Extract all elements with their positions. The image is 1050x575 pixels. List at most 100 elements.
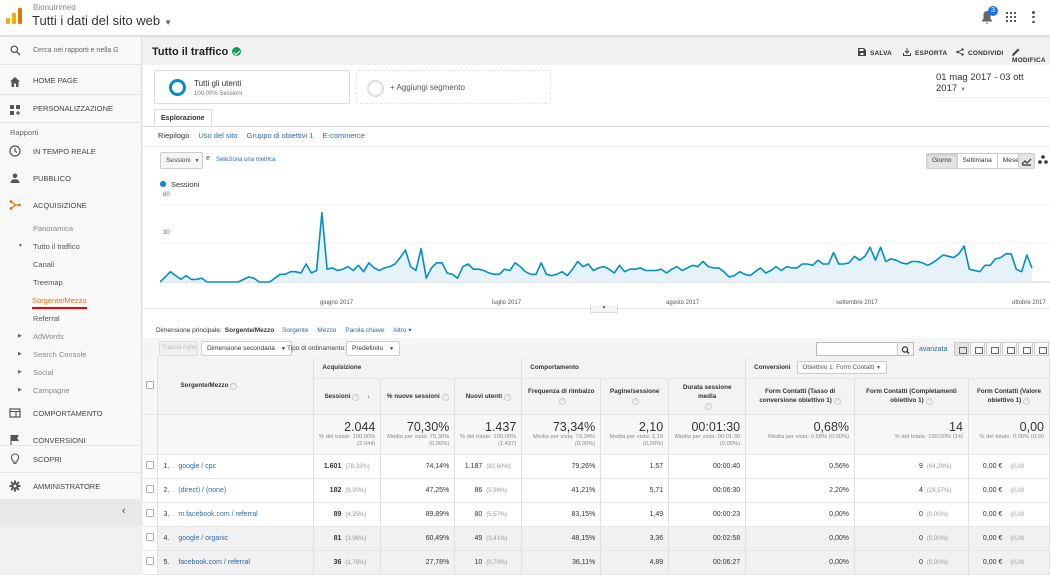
dimension-more[interactable]: Altro ▾ [393,327,412,334]
sidebar-item-all-traffic[interactable]: Tutto il traffico [33,242,80,251]
pivot-view-icon[interactable] [1034,342,1049,356]
col-header-new-sessions-pct[interactable]: % nuove sessioni? [380,378,456,415]
source-medium-link[interactable]: m.facebook.com / referral [178,510,258,518]
goal-value-cell: 0,00 € (0,00 [968,526,1050,551]
row-checkbox[interactable] [146,557,155,565]
col-header-conv-rate[interactable]: Form Contatti (Tasso di conversione obie… [745,378,856,415]
apps-grid-icon[interactable] [1006,12,1016,22]
behavior-icon [9,408,21,418]
divider [0,94,142,95]
source-medium-link[interactable]: google / cpc [178,462,217,470]
col-header-completions[interactable]: Form Contatti (Completamenti obiettivo 1… [854,378,969,415]
pages-session-cell: 1,49 [600,502,670,527]
segment-all-users[interactable]: Tutti gli utenti 100,00% Sessioni [154,70,350,104]
granularity-week[interactable]: Settimana [957,154,998,168]
help-icon: ? [1023,398,1031,405]
sidebar-item-search-console[interactable]: Search Console [33,350,87,359]
col-header-bounce-rate[interactable]: Frequenza di rimbalzo? [521,378,602,415]
new-users-cell: 86 (5,98%) [454,478,523,503]
sessions-area-chart [159,204,1050,283]
search-input[interactable]: Cerca nei rapporti e nella G [33,47,119,54]
col-header-pages-session[interactable]: Pagine/sessione? [600,378,670,415]
conv-rate-cell: 0,00% [745,502,856,527]
add-segment-button[interactable]: + Aggiungi segmento [356,70,551,104]
metric-select[interactable]: Sessioni ▼ [160,152,203,169]
sort-desc-icon: ↓ [367,392,371,400]
granularity-day[interactable]: Giorno [927,154,958,168]
sidebar-item-channels[interactable]: Canali [33,260,55,269]
date-range-picker[interactable]: 01 mag 2017 - 03 ott 2017 ▼ [936,72,1050,98]
select-metric-link[interactable]: Seleziona una metrica [216,157,276,163]
main-content: Tutto il traffico SALVA ESPORTA CONDIVID… [143,37,1050,575]
table-search-input[interactable] [816,342,914,356]
col-header-goal-value[interactable]: Form Contatti (Valore obiettivo 1)? [968,378,1050,415]
subtab-ecommerce[interactable]: E-commerce [322,131,365,140]
row-checkbox[interactable] [146,509,155,517]
edit-button[interactable]: MODIFICA [1012,48,1050,64]
source-medium-cell: 4. google / organic [157,526,315,551]
sidebar-item-overview[interactable]: Panoramica [33,224,74,233]
analytics-logo[interactable] [6,8,22,24]
source-medium-link[interactable]: (direct) / (none) [178,486,227,494]
subtab-summary[interactable]: Riepilogo [158,131,190,140]
dimension-source[interactable]: Sorgente [282,327,309,334]
subtab-goal-set[interactable]: Gruppo di obiettivi 1 [246,131,314,140]
property-selector[interactable]: Tutti i dati del sito web ▼ [32,13,172,28]
new-sessions-pct-cell: 89,89% [380,502,456,527]
sidebar-item-adwords[interactable]: AdWords [33,332,64,341]
motion-chart-button[interactable] [1036,153,1050,169]
sidebar-item-treemap[interactable]: Treemap [33,278,63,287]
property-name: Tutti i dati del sito web [32,13,161,28]
export-button[interactable]: ESPORTA [903,48,947,57]
col-header-new-users[interactable]: Nuovi utenti? [454,378,523,415]
pie-view-icon[interactable] [970,342,985,356]
conv-rate-cell: 0,00% [745,526,856,551]
comparison-view-icon[interactable] [1002,342,1017,356]
reports-label: Rapporti [10,128,39,137]
col-header-sessions[interactable]: Sessioni? ↓ [313,378,382,415]
line-chart-button[interactable] [1018,153,1035,169]
sessions-chart[interactable]: 60 30 [159,192,1050,310]
collapse-sidebar-button[interactable]: ‹ [0,499,142,526]
term-cloud-view-icon[interactable] [1018,342,1033,356]
secondary-dimension-select[interactable]: Dimensione secondaria ▼ [201,341,292,356]
more-vert-icon[interactable] [1032,11,1035,23]
col-header-avg-duration[interactable]: Durata sessione media? [668,378,747,415]
new-sessions-pct-cell: 47,25% [380,478,456,503]
row-checkbox[interactable] [146,461,155,469]
granularity-month[interactable]: Mese [997,154,1024,168]
sidebar-item-referral[interactable]: Referral [33,314,60,323]
select-all-checkbox[interactable] [146,380,155,389]
completions-cell: 0 (0,00%) [854,526,969,551]
sidebar-search[interactable]: Cerca nei rapporti e nella G [0,37,142,65]
share-button[interactable]: CONDIVIDI [956,48,1003,57]
table-view-icon[interactable] [954,342,969,356]
plot-rows-button[interactable]: Traccia righe [159,341,198,356]
sidebar-item-campaigns[interactable]: Campagne [33,386,70,395]
help-icon: ? [230,382,238,390]
table-row: 1. google / cpc 1.601 (78,33%) 74,14% 1.18… [143,454,1050,479]
tab-explorer[interactable]: Esplorazione [154,109,212,127]
sidebar-item-social[interactable]: Social [33,368,54,377]
granularity-toggle: Giorno Settimana Mese [926,153,1025,169]
dimension-medium[interactable]: Mezzo [317,327,337,334]
row-checkbox[interactable] [146,485,155,493]
chart-resize-handle[interactable]: ▼ [590,305,618,313]
save-button[interactable]: SALVA [858,48,892,57]
sort-type-select[interactable]: Predefinito ▼ [346,341,401,356]
subtab-site-usage[interactable]: Uso del sito [198,131,238,140]
performance-view-icon[interactable] [986,342,1001,356]
sidebar-item-source-medium[interactable]: Sorgente/Mezzo [32,296,87,309]
col-header-source-medium[interactable]: Sorgente/Mezzo? [157,358,315,415]
total-goal-value: 0,00% del totale: 0,00% (0,00 [968,414,1050,455]
advanced-filter-link[interactable]: avanzata [919,346,948,353]
row-checkbox[interactable] [146,533,155,541]
source-medium-link[interactable]: google / organic [178,534,229,542]
table-search-button[interactable] [897,343,913,355]
source-medium-link[interactable]: facebook.com / referral [178,558,250,566]
x-tick: agosto 2017 [666,300,700,306]
sessions-cell: 1.601 (78,33%) [313,454,382,479]
dimension-keyword[interactable]: Parola chiave [345,327,385,334]
new-users-cell: 49 (3,41%) [454,526,523,551]
goal-select[interactable]: Obiettivo 1: Form Contatti ▼ [796,361,887,375]
